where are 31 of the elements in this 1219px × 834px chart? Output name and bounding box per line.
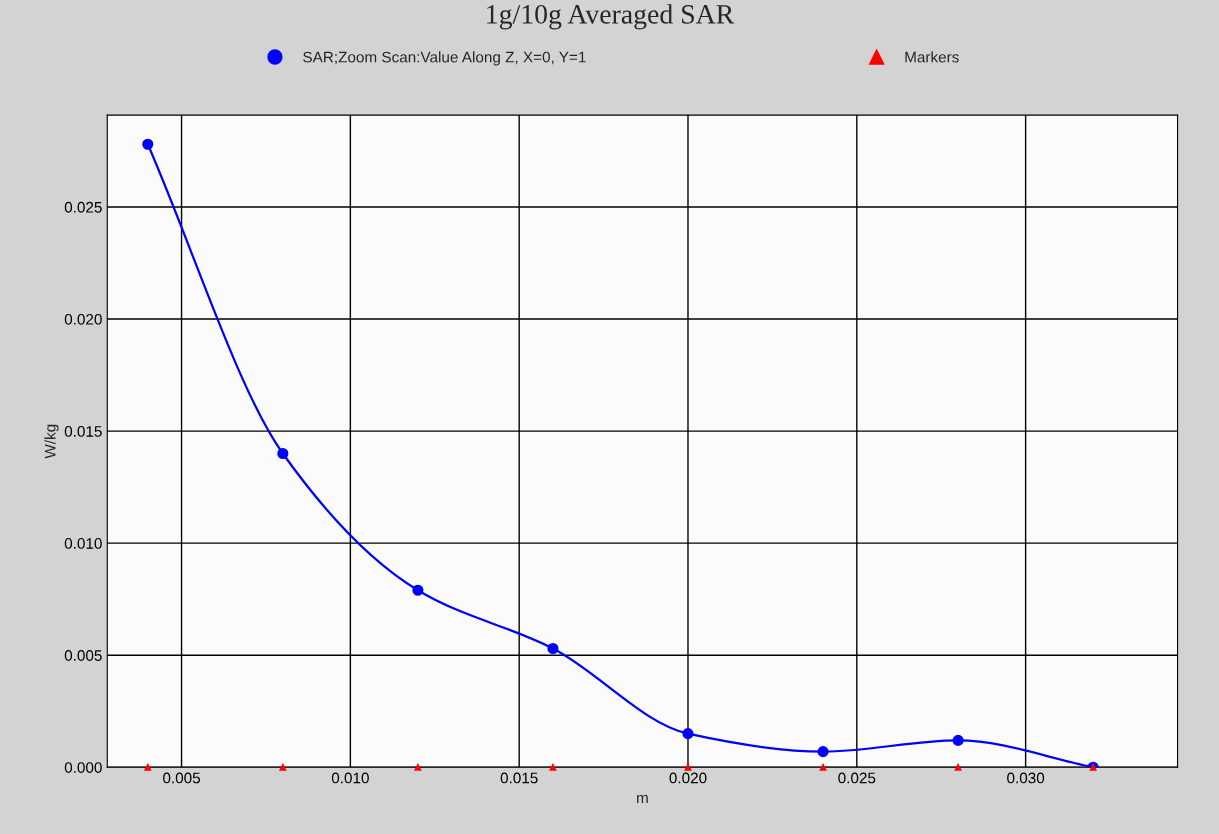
y-tick-label: 0.015 (64, 425, 102, 437)
point (412, 584, 424, 596)
x-tick-label: 0.025 (838, 772, 876, 784)
point (279, 763, 287, 771)
chart-title: 1g/10g Averaged SAR (487, 4, 735, 30)
x-tick-label: 0.010 (331, 772, 369, 784)
y-tick-label: 0.005 (64, 650, 102, 661)
point (952, 734, 964, 746)
point (547, 642, 559, 655)
y-tick-label: 0.025 (64, 201, 102, 213)
y-tick-label: 0.010 (64, 538, 102, 549)
y-tick-label: 0.020 (64, 313, 102, 325)
point (819, 763, 827, 771)
point (142, 138, 154, 150)
x-tick-label: 0.020 (669, 772, 707, 784)
y-axis-title: W/kg (44, 424, 59, 459)
point (954, 763, 962, 771)
point (277, 447, 289, 460)
x-tick-label: 0.005 (163, 772, 201, 784)
legend-label: SAR;Zoom Scan:Value Along Z, X=0, Y=1 (303, 51, 586, 66)
point (414, 763, 422, 771)
point (144, 763, 152, 771)
point (549, 763, 557, 771)
x-tick-label: 0.015 (500, 772, 538, 784)
y-tick-label: 0.000 (64, 762, 102, 773)
x-axis-title: m (637, 794, 648, 804)
legend-label: Markers (905, 51, 959, 63)
x-tick-label: 0.030 (1007, 772, 1045, 784)
point (684, 763, 692, 771)
point (817, 746, 829, 758)
point (682, 728, 694, 740)
